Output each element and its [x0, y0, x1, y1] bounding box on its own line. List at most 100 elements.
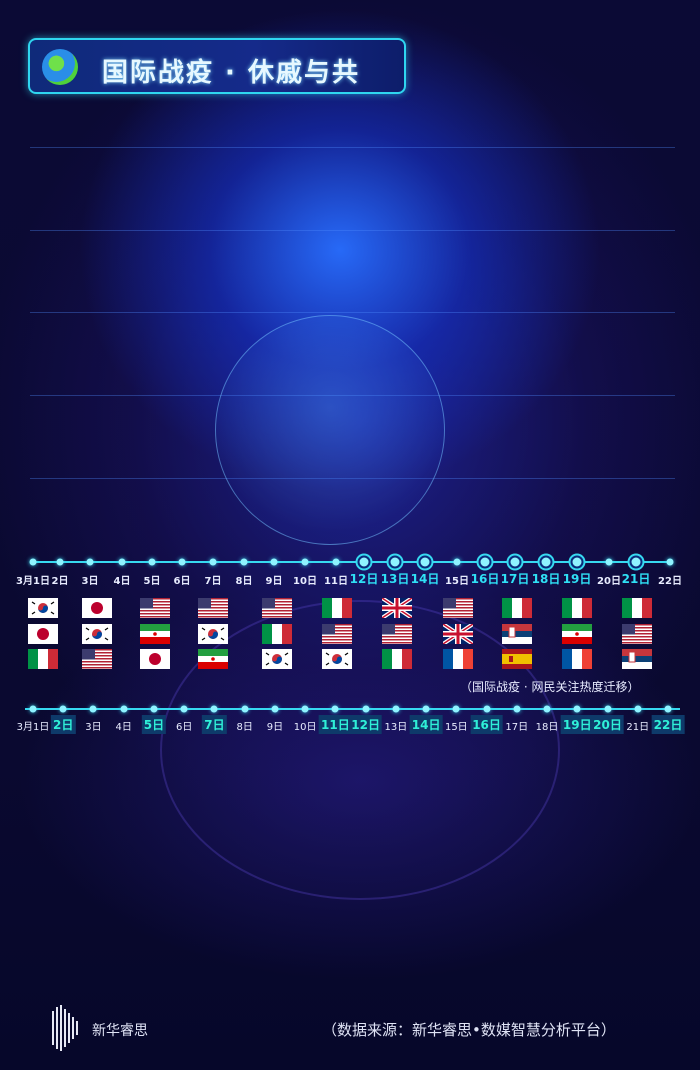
flag-japan-icon: [140, 649, 170, 669]
flag-iran-icon: [198, 649, 228, 669]
date-label: 10日: [293, 576, 317, 587]
timeline-dot: [118, 558, 126, 566]
date-label: 18日: [535, 722, 559, 733]
date-label: 18日: [531, 572, 561, 586]
timeline-dot: [418, 555, 432, 569]
timeline-dot: [452, 705, 460, 713]
timeline-dot: [56, 558, 64, 566]
timeline-dot: [604, 705, 612, 713]
flag-usa-icon: [82, 649, 112, 669]
timeline-dot: [29, 558, 37, 566]
flag-south-korea-icon: [262, 649, 292, 669]
date-label: 3日: [85, 722, 102, 733]
timeline-dot: [180, 705, 188, 713]
timeline-dot: [150, 705, 158, 713]
timeline-dot: [210, 705, 218, 713]
timeline-line: [25, 708, 680, 710]
timeline-dot: [570, 555, 584, 569]
date-label: 3月1日: [16, 722, 50, 733]
timeline-dot: [59, 705, 67, 713]
timeline-dot: [543, 705, 551, 713]
date-label: 10日: [293, 722, 317, 733]
flag-serbia-icon: [622, 649, 652, 669]
timeline-dot: [301, 705, 309, 713]
timeline-dot: [209, 558, 217, 566]
flag-usa-icon: [198, 598, 228, 618]
data-source: （数据来源：新华睿思•数媒智慧分析平台）: [322, 1021, 616, 1039]
date-label: 3日: [81, 576, 99, 587]
timeline-dot: [331, 705, 339, 713]
date-label: 15日: [445, 576, 469, 587]
ring-graphic: [160, 600, 560, 900]
flag-south-korea-icon: [322, 649, 352, 669]
flag-italy-icon: [562, 598, 592, 618]
timeline-dot: [362, 705, 370, 713]
date-label: 6日: [173, 576, 191, 587]
divider: [30, 147, 675, 148]
timeline-dot: [178, 558, 186, 566]
date-label: 12日: [349, 715, 382, 734]
flag-usa-icon: [382, 624, 412, 644]
date-label: 2日: [51, 576, 69, 587]
flag-italy-icon: [322, 598, 352, 618]
timeline-dot: [392, 705, 400, 713]
flag-italy-icon: [622, 598, 652, 618]
flag-japan-icon: [82, 598, 112, 618]
timeline-dot: [357, 555, 371, 569]
timeline-dot: [666, 558, 674, 566]
timeline-dot: [478, 555, 492, 569]
date-label: 4日: [115, 722, 132, 733]
timeline-line: [33, 561, 670, 563]
flag-south-korea-icon: [28, 598, 58, 618]
flag-italy-icon: [28, 649, 58, 669]
date-label: 19日: [560, 715, 594, 734]
caption: （国际战疫 · 网民关注热度迁移）: [460, 680, 640, 694]
flag-usa-icon: [322, 624, 352, 644]
flag-spain-icon: [502, 649, 532, 669]
timeline-dot: [453, 558, 461, 566]
timeline-dot: [271, 705, 279, 713]
date-label: 21日: [621, 572, 651, 586]
date-label: 14日: [409, 715, 443, 734]
date-label: 2日: [51, 715, 76, 734]
date-label: 20日: [597, 576, 621, 587]
date-label: 13日: [380, 572, 410, 586]
date-label: 11日: [324, 576, 348, 587]
flag-serbia-icon: [502, 624, 532, 644]
date-label: 19日: [562, 572, 592, 586]
timeline-dot: [483, 705, 491, 713]
flag-italy-icon: [382, 649, 412, 669]
timeline-dot: [388, 555, 402, 569]
globe-icon: [42, 49, 78, 85]
date-label: 20日: [591, 715, 624, 734]
flag-uk-icon: [382, 598, 412, 618]
timeline-dot: [148, 558, 156, 566]
flag-south-korea-icon: [198, 624, 228, 644]
flag-usa-icon: [262, 598, 292, 618]
brand-name: 新华睿思: [92, 1023, 148, 1039]
date-label: 17日: [500, 572, 530, 586]
timeline-dot: [89, 705, 97, 713]
timeline-dot: [422, 705, 430, 713]
timeline-dot: [86, 558, 94, 566]
flag-south-korea-icon: [82, 624, 112, 644]
timeline-dot: [634, 705, 642, 713]
date-label: 14日: [410, 572, 440, 586]
date-label: 11日: [319, 715, 352, 734]
date-label: 22日: [658, 576, 682, 587]
date-label: 17日: [505, 722, 529, 733]
title-banner: 国际战疫 · 休戚与共: [28, 38, 406, 94]
timeline-dot: [120, 705, 128, 713]
flag-uk-icon: [443, 624, 473, 644]
xinhua-logo-icon: [52, 1005, 78, 1051]
flag-italy-icon: [502, 598, 532, 618]
timeline-dot: [629, 555, 643, 569]
flag-usa-icon: [443, 598, 473, 618]
date-label: 13日: [384, 722, 408, 733]
divider: [30, 230, 675, 231]
date-label: 3月1日: [16, 576, 50, 587]
date-label: 16日: [470, 715, 503, 734]
timeline-dot: [29, 705, 37, 713]
date-label: 15日: [444, 722, 468, 733]
date-label: 8日: [236, 722, 253, 733]
